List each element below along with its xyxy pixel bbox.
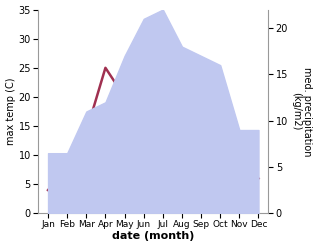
Y-axis label: max temp (C): max temp (C) <box>5 78 16 145</box>
Y-axis label: med. precipitation
(kg/m2): med. precipitation (kg/m2) <box>291 67 313 156</box>
X-axis label: date (month): date (month) <box>112 231 194 242</box>
